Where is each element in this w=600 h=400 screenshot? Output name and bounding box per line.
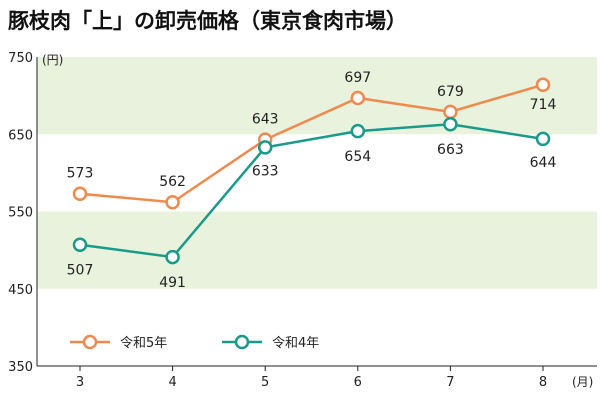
data-label: 654 — [344, 149, 371, 165]
data-point — [350, 90, 366, 106]
legend-swatch-marker — [82, 334, 98, 350]
legend-label: 令和5年 — [120, 336, 167, 351]
data-point — [443, 116, 458, 132]
data-label: 644 — [530, 155, 557, 171]
x-tick-label: 8 — [539, 375, 547, 390]
data-label: 507 — [67, 263, 94, 279]
data-point — [443, 104, 458, 120]
y-tick-label: 550 — [8, 206, 33, 221]
series-line — [79, 83, 544, 204]
data-point — [257, 140, 273, 155]
data-point — [72, 186, 88, 201]
data-point — [535, 77, 551, 93]
data-point — [350, 123, 366, 139]
data-label: 663 — [437, 142, 464, 158]
y-tick-label: 650 — [8, 128, 33, 143]
y-tick-label: 750 — [8, 51, 33, 66]
data-point — [535, 131, 551, 147]
data-label: 679 — [437, 84, 464, 100]
series-line — [79, 122, 544, 259]
x-tick-label: 7 — [446, 375, 454, 390]
legend-swatch-marker — [234, 334, 250, 350]
data-point — [165, 249, 180, 265]
x-tick-label: 5 — [261, 375, 269, 390]
x-tick-label: 3 — [76, 375, 84, 390]
legend-label: 令和4年 — [272, 336, 319, 351]
data-point — [72, 237, 88, 252]
y-tick-label: 350 — [8, 360, 33, 375]
y-tick-label: 450 — [8, 283, 33, 298]
data-point — [165, 194, 180, 210]
band-1 — [37, 57, 597, 135]
data-label: 633 — [252, 163, 279, 179]
x-unit-label: (月) — [572, 375, 593, 389]
chart-title: 豚枝肉「上」の卸売価格（東京食肉市場） — [8, 9, 407, 33]
band-0 — [37, 211, 597, 289]
x-tick-label: 4 — [168, 375, 176, 390]
data-label: 491 — [159, 275, 186, 291]
data-label: 643 — [252, 112, 279, 128]
data-label: 697 — [344, 70, 371, 86]
x-tick-label: 6 — [354, 375, 362, 390]
y-unit-label: (円) — [42, 53, 63, 67]
data-label: 573 — [67, 166, 94, 182]
data-label: 562 — [159, 174, 186, 190]
data-label: 714 — [530, 97, 557, 113]
